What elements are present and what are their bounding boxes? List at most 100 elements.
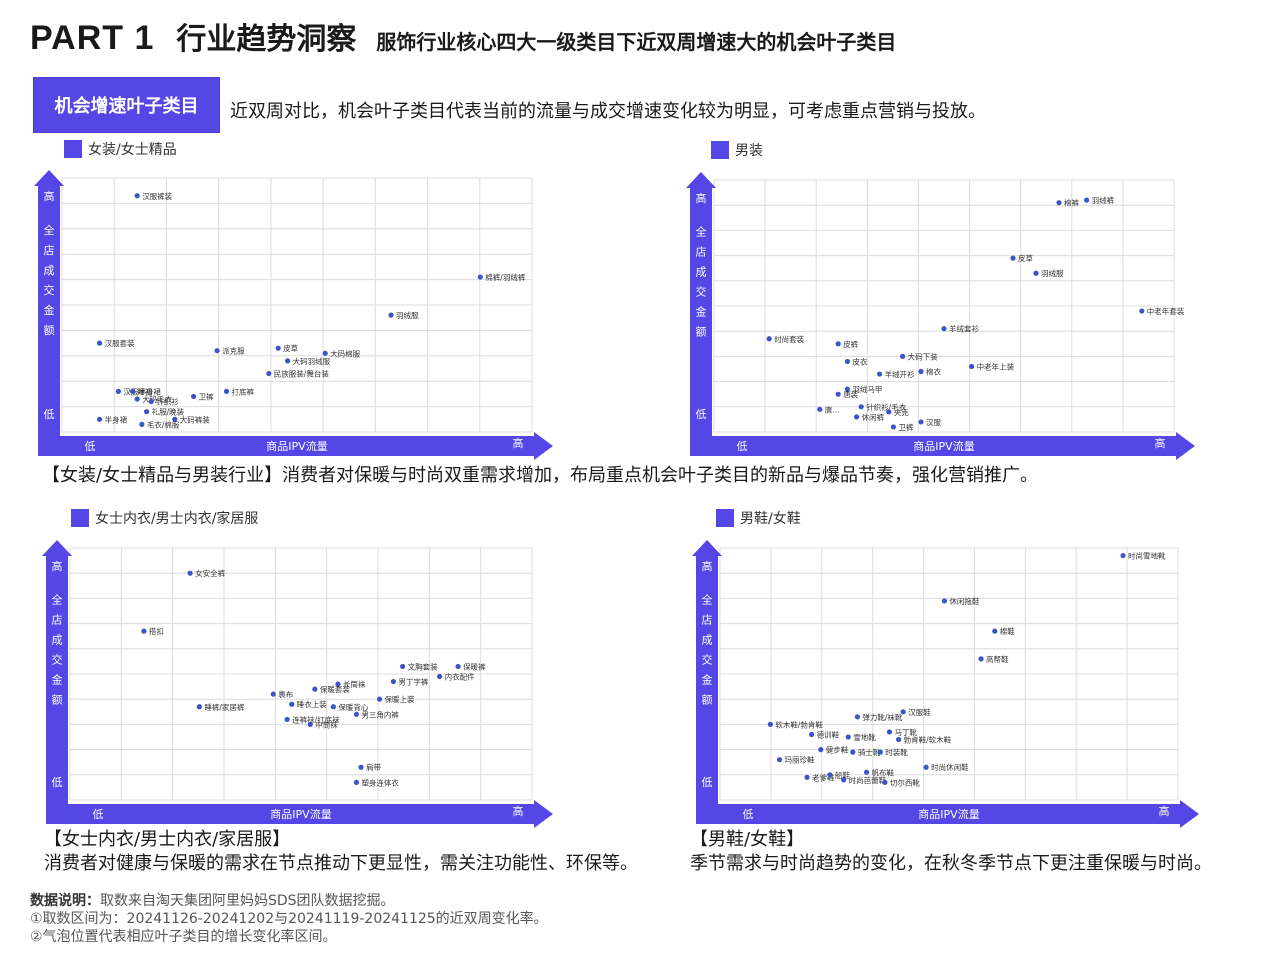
data-point [196, 704, 202, 710]
data-point [1084, 197, 1090, 203]
data-label: 男丁字裤 [398, 677, 428, 687]
data-label: 汉服裤装 [142, 191, 172, 201]
data-point [941, 598, 948, 604]
intro-text: 近双周对比，机会叶子类目代表当前的流量与成交增速变化较为明显，可考虑重点营销与投… [230, 101, 986, 122]
y-axis-arrowhead [692, 540, 722, 556]
data-point [923, 764, 929, 770]
data-point [992, 628, 998, 634]
data-point [1139, 308, 1145, 314]
y-axis-title-char: 交 [52, 652, 63, 666]
data-label: 民族服装/舞台装 [274, 369, 330, 379]
data-point [845, 734, 851, 740]
data-label: 汉服套装 [105, 338, 135, 348]
y-axis-bar [38, 184, 60, 438]
x-axis-bar [46, 804, 536, 824]
y-axis-title-char: 全 [702, 592, 713, 606]
data-label: 软木鞋/勃肯鞋 [775, 719, 823, 729]
data-label: 时尚芭蕾鞋 [849, 775, 887, 785]
axes: 高全店成交金额低低 商品IPV流量高 [692, 540, 1199, 828]
data-label: 大码棉服 [330, 348, 360, 358]
footer-notes: 数据说明：取数来自淘天集团阿里妈妈SDS团队数据挖掘。 ①取数区间为：20241… [30, 892, 548, 946]
data-point [877, 749, 883, 755]
x-axis-title: 商品IPV流量 [266, 439, 327, 453]
chart-title-underwear: 女士内衣/男士内衣/家居服 [71, 508, 258, 528]
data-label: 羊绒开衫 [885, 369, 915, 379]
page-subtitle: 服饰行业核心四大一级类目下近双周增速大的机会叶子类目 [376, 30, 897, 54]
y-axis-title-char: 全 [52, 592, 63, 606]
data-point [312, 686, 318, 692]
data-point [896, 736, 902, 743]
data-point [835, 391, 841, 397]
x-axis-title: 商品IPV流量 [918, 807, 979, 821]
data-point [776, 757, 783, 763]
data-point [900, 353, 906, 359]
data-point [886, 409, 892, 415]
data-point [877, 371, 883, 377]
data-point [437, 673, 443, 680]
data-point [969, 363, 975, 370]
y-axis-title-char: 金 [696, 304, 707, 318]
data-label: 时尚休闲鞋 [931, 762, 969, 772]
x-axis-low-label: 低 [93, 808, 104, 821]
data-point [191, 393, 197, 400]
caption-bottom-left-body: 消费者对健康与保暖的需求在节点推动下更显性，需关注功能性、环保等。 [44, 853, 638, 874]
x-axis-high-label: 高 [1159, 804, 1170, 818]
data-label: 棉鞋 [1000, 626, 1015, 636]
data-label: 切尔西靴 [890, 777, 920, 787]
data-point [214, 348, 220, 354]
data-label: 中老年上装 [977, 361, 1015, 371]
data-label: 老爹鞋 [812, 772, 835, 782]
y-axis-title-char: 额 [52, 693, 63, 706]
data-label: 大码羽绒服 [293, 356, 331, 366]
y-axis-bar [696, 554, 718, 806]
data-point [223, 388, 230, 394]
y-axis-title-char: 金 [52, 672, 63, 686]
data-label: 健步鞋 [826, 745, 849, 755]
data-label: 船鞋 [835, 770, 850, 780]
grid [719, 547, 1179, 801]
y-axis-arrowhead [34, 170, 64, 186]
data-label: 勃肯鞋/软木鞋 [904, 735, 952, 745]
data-point [285, 358, 291, 364]
y-axis-title-char: 店 [696, 244, 707, 258]
y-axis-title-char: 额 [702, 693, 713, 706]
x-axis-bar [38, 436, 536, 456]
y-axis-title-char: 成 [52, 633, 63, 646]
x-axis-bar [690, 436, 1178, 456]
x-axis-arrowhead [534, 800, 553, 828]
data-point [115, 388, 121, 394]
grid [61, 177, 533, 433]
chart-title-womens-wear: 女装/女士精品 [64, 139, 177, 159]
data-point [886, 729, 893, 735]
grid [713, 179, 1175, 433]
data-point [918, 419, 924, 425]
y-axis-low-label: 低 [702, 776, 713, 789]
data-label: 羽绒服 [1041, 268, 1064, 278]
data-label: 毛衣/棉服 [147, 419, 180, 429]
data-label: 大码毛衣 [142, 394, 172, 404]
data-point [850, 749, 856, 755]
data-label: 连裤袜/打底袜 [292, 714, 340, 724]
data-point [1120, 552, 1126, 559]
legend-square [716, 509, 734, 527]
data-point [139, 421, 145, 427]
y-axis-title-char: 成 [696, 265, 707, 278]
x-axis-title: 商品IPV流量 [270, 807, 331, 821]
data-label: 卫裤 [199, 391, 214, 401]
x-axis-title: 商品IPV流量 [913, 439, 974, 453]
y-axis-low-label: 低 [44, 408, 55, 421]
axes: 高全店成交金额低低 商品IPV流量高 [686, 172, 1195, 460]
caption-bottom-right-title: 【男鞋/女鞋】 [690, 829, 805, 850]
x-axis-high-label: 高 [513, 804, 524, 818]
caption-bottom-left: 【女士内衣/男士内衣/家居服】 消费者对健康与保暖的需求在节点推动下更显性，需关… [44, 828, 638, 876]
data-label: 保暖裤 [463, 661, 486, 671]
y-axis-arrowhead [42, 540, 72, 556]
data-label: 长筒袜 [343, 679, 366, 689]
data-label: 德训鞋 [817, 729, 840, 739]
data-point [129, 388, 136, 394]
data-label: 羽绒服 [396, 310, 419, 320]
